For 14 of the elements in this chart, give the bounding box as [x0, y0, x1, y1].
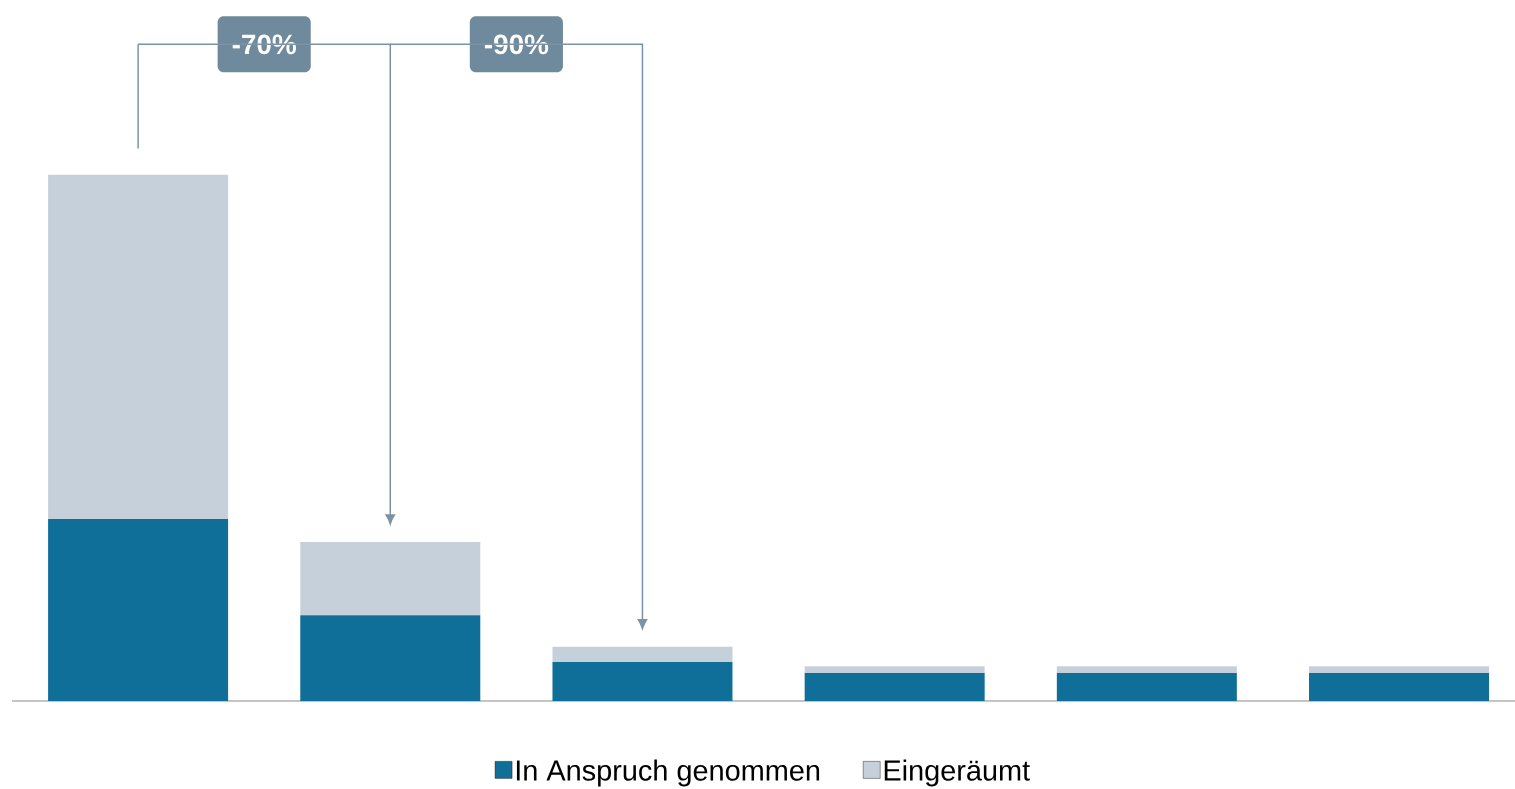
bar — [552, 662, 733, 701]
bar — [300, 615, 481, 701]
bar — [1056, 673, 1237, 701]
bar — [804, 673, 985, 701]
legend-label: Eingeräumt — [884, 759, 1030, 787]
bar — [804, 666, 985, 674]
legend-label: In Anspruch genommen — [516, 759, 820, 787]
bar — [1309, 673, 1490, 701]
bar — [1309, 666, 1490, 674]
bar — [300, 542, 481, 616]
bar — [1056, 666, 1237, 674]
bar — [48, 174, 229, 519]
bar — [552, 646, 733, 663]
bar — [48, 518, 229, 701]
